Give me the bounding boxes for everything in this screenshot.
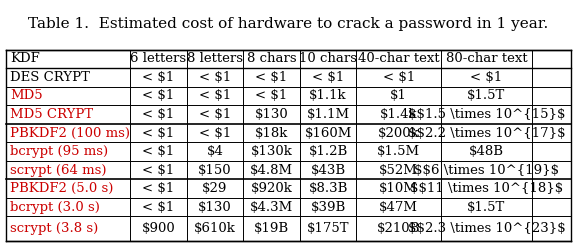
Text: $10M: $10M: [379, 182, 418, 195]
Text: $1.1k: $1.1k: [309, 90, 347, 102]
Text: $43B: $43B: [310, 164, 346, 177]
Text: 40-char text: 40-char text: [358, 52, 440, 65]
Text: $4.8M: $4.8M: [250, 164, 293, 177]
Text: $920k: $920k: [250, 182, 293, 195]
Text: DES CRYPT: DES CRYPT: [10, 71, 90, 84]
Text: $29: $29: [203, 182, 228, 195]
Text: < $1: < $1: [199, 108, 231, 121]
Text: bcrypt (95 ms): bcrypt (95 ms): [10, 145, 108, 158]
Text: $150: $150: [198, 164, 232, 177]
Text: $900: $900: [141, 222, 175, 235]
Text: $1.4k: $1.4k: [380, 108, 418, 121]
Text: $1.2B: $1.2B: [309, 145, 348, 158]
Text: $1: $1: [390, 90, 407, 102]
Text: $160M: $160M: [305, 126, 352, 140]
Text: < $1: < $1: [143, 182, 175, 195]
Text: PBKDF2 (100 ms): PBKDF2 (100 ms): [10, 126, 130, 140]
Text: < $1: < $1: [199, 90, 231, 102]
Text: MD5: MD5: [10, 90, 43, 102]
Text: < $1: < $1: [143, 71, 175, 84]
Text: $8.3B: $8.3B: [308, 182, 348, 195]
Text: $1.5T: $1.5T: [467, 90, 505, 102]
Text: < $1: < $1: [143, 201, 175, 214]
Text: scrypt (3.8 s): scrypt (3.8 s): [10, 222, 99, 235]
Text: $130: $130: [198, 201, 232, 214]
Text: 80-char text: 80-char text: [445, 52, 527, 65]
Text: < $1: < $1: [256, 90, 288, 102]
Text: $48B: $48B: [469, 145, 504, 158]
Text: < $1: < $1: [383, 71, 415, 84]
Text: $610k: $610k: [194, 222, 236, 235]
Text: MD5 CRYPT: MD5 CRYPT: [10, 108, 93, 121]
Text: $18k: $18k: [255, 126, 288, 140]
Text: < $1: < $1: [199, 126, 231, 140]
Text: $1.5T: $1.5T: [467, 201, 505, 214]
Text: scrypt (64 ms): scrypt (64 ms): [10, 164, 107, 177]
Text: 8 chars: 8 chars: [247, 52, 297, 65]
Text: $4.3M: $4.3M: [250, 201, 293, 214]
Text: $$2.2 \times 10^{17}$: $$2.2 \times 10^{17}$: [407, 126, 565, 140]
Text: < $1: < $1: [312, 71, 344, 84]
Text: $130k: $130k: [250, 145, 293, 158]
Text: $200k: $200k: [378, 126, 419, 140]
Text: $$11 \times 10^{18}$: $$11 \times 10^{18}$: [410, 182, 563, 195]
Text: < $1: < $1: [143, 108, 175, 121]
Text: $$2.3 \times 10^{23}$: $$2.3 \times 10^{23}$: [407, 222, 565, 235]
Text: < $1: < $1: [143, 164, 175, 177]
Text: < $1: < $1: [470, 71, 503, 84]
Text: $$6 \times 10^{19}$: $$6 \times 10^{19}$: [414, 164, 559, 177]
Text: $19B: $19B: [254, 222, 289, 235]
Text: $210B: $210B: [377, 222, 421, 235]
Text: $52M: $52M: [379, 164, 418, 177]
Text: PBKDF2 (5.0 s): PBKDF2 (5.0 s): [10, 182, 114, 195]
Text: 10 chars: 10 chars: [299, 52, 357, 65]
Text: Table 1.  Estimated cost of hardware to crack a password in 1 year.: Table 1. Estimated cost of hardware to c…: [28, 17, 549, 31]
Text: < $1: < $1: [256, 71, 288, 84]
Text: KDF: KDF: [10, 52, 40, 65]
Text: $$1.5 \times 10^{15}$: $$1.5 \times 10^{15}$: [408, 108, 565, 121]
Text: $130: $130: [254, 108, 288, 121]
Text: $39B: $39B: [310, 201, 346, 214]
Text: < $1: < $1: [143, 90, 175, 102]
Text: $1.1M: $1.1M: [306, 108, 350, 121]
Text: $4: $4: [207, 145, 223, 158]
Text: bcrypt (3.0 s): bcrypt (3.0 s): [10, 201, 100, 214]
Text: $1.5M: $1.5M: [377, 145, 420, 158]
Text: $47M: $47M: [379, 201, 418, 214]
Text: 6 letters: 6 letters: [130, 52, 186, 65]
Text: < $1: < $1: [143, 126, 175, 140]
Text: < $1: < $1: [199, 71, 231, 84]
Text: 8 letters: 8 letters: [187, 52, 243, 65]
Text: < $1: < $1: [143, 145, 175, 158]
Text: $175T: $175T: [307, 222, 349, 235]
